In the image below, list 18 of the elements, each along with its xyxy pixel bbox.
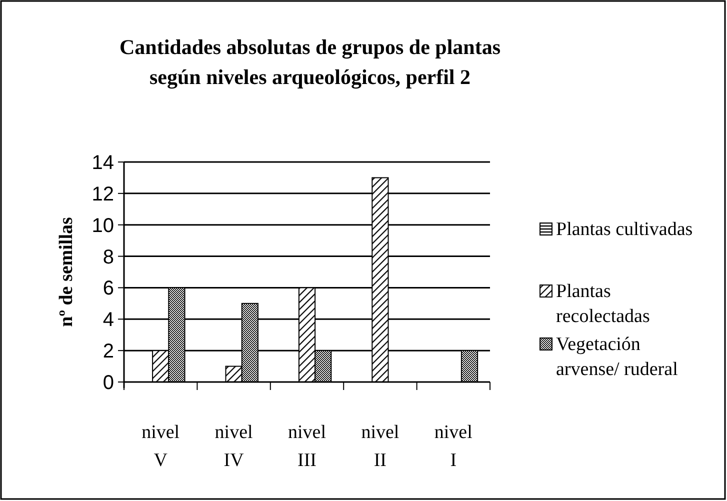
y-tick-label: 10 bbox=[92, 214, 114, 237]
chart-title: Cantidades absolutas de grupos de plantas según niveles arqueológicos, perfil 2 bbox=[119, 35, 501, 89]
y-tick-label: 0 bbox=[102, 372, 114, 394]
y-tick-label: 2 bbox=[102, 340, 114, 363]
y-tick-label: 4 bbox=[102, 309, 114, 332]
legend-label: Plantas recolectadas bbox=[556, 281, 650, 327]
y-tick-label: 8 bbox=[102, 246, 114, 268]
x-tick-label: nivel V bbox=[142, 422, 180, 471]
y-tick-label: 12 bbox=[92, 183, 114, 206]
y-tick-label: 14 bbox=[92, 152, 114, 174]
x-tick-label: nivel IV bbox=[214, 422, 253, 471]
x-tick-label: nivel II bbox=[361, 422, 400, 471]
x-tick-label: nivel I bbox=[434, 422, 472, 471]
x-tick-label: nivel III bbox=[288, 422, 326, 471]
y-tick-label: 6 bbox=[102, 278, 114, 300]
legend-label: Plantas cultivadas bbox=[556, 219, 693, 240]
legend-label: Vegetación arvense/ ruderal bbox=[556, 334, 678, 380]
y-axis-title: nº de semillas bbox=[56, 217, 77, 327]
